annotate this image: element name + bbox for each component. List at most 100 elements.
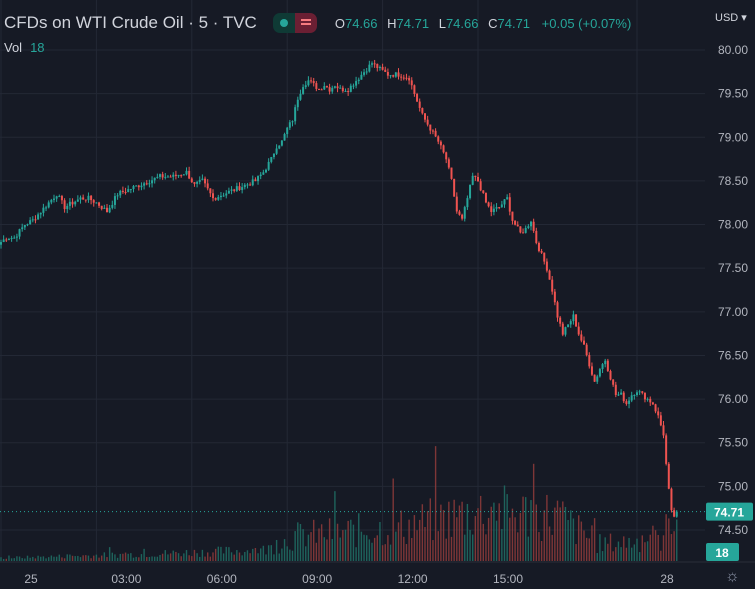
volume-bar (122, 553, 124, 561)
volume-bar (236, 550, 238, 561)
volume-bar (601, 551, 604, 561)
time-axis[interactable]: 25 03:00 06:00 09:00 12:00 15:00 28 (24, 572, 674, 586)
candle-body (604, 360, 607, 365)
candle-body (336, 86, 339, 89)
price-tick-label: 74.50 (718, 523, 748, 537)
volume-bar (604, 537, 606, 561)
candle-body (127, 189, 130, 193)
candle-body (214, 198, 217, 200)
volume-bar (326, 539, 328, 561)
candle-body (222, 195, 225, 197)
volume-bar (368, 539, 371, 561)
volume-bar (490, 506, 492, 561)
volume-bar (355, 547, 357, 561)
volume-bar (79, 557, 82, 561)
volume-bar (540, 540, 543, 561)
candle-body (39, 212, 42, 215)
volume-bar (45, 558, 47, 561)
volume-bar (395, 531, 397, 561)
candle-body (161, 174, 164, 178)
volume-bar (318, 528, 320, 561)
volume-bar (53, 556, 55, 561)
buy-sell-toggle[interactable] (272, 13, 317, 33)
candle-body (283, 134, 286, 141)
volume-bar (66, 554, 68, 561)
candle-body (164, 176, 167, 178)
volume-bar (376, 535, 378, 561)
candle-body (26, 224, 29, 226)
volume-bar (360, 531, 363, 561)
volume-bar (199, 556, 201, 561)
chart-grid (0, 0, 755, 563)
volume-bar (230, 552, 233, 561)
candle-body (135, 185, 138, 187)
candle-body (371, 63, 373, 65)
close-value: 74.71 (497, 15, 531, 31)
candle-body (519, 226, 522, 233)
candle-body (410, 80, 413, 86)
volume-bar (310, 532, 312, 561)
volume-bar (371, 542, 373, 561)
ohlc-readout: O74.66 H74.71 L74.66 C74.71 +0.05 (+0.07… (335, 16, 631, 31)
candle-body (246, 184, 249, 186)
candle-body (209, 188, 212, 194)
volume-bar (18, 556, 21, 561)
candle-body (196, 181, 199, 184)
volume-bar (29, 557, 31, 561)
candle-body (363, 72, 366, 75)
volume-bar (98, 557, 100, 561)
candle-body (169, 176, 172, 178)
candle-body (190, 178, 193, 183)
currency-selector[interactable]: USD ▾ (715, 12, 747, 24)
volume-bar (265, 554, 267, 561)
volume-bar (479, 495, 482, 561)
volume-bar (416, 530, 418, 561)
candle-body (55, 196, 58, 199)
volume-bar (572, 518, 575, 561)
volume-bar (191, 556, 193, 561)
symbol-title[interactable]: CFDs on WTI Crude Oil · 5 · TVC (4, 13, 257, 32)
candle-body (389, 75, 392, 77)
price-tick-label: 79.50 (718, 87, 748, 101)
candle-body (82, 197, 85, 200)
candle-body (498, 207, 501, 209)
volume-bar (617, 541, 620, 561)
candle-body (530, 221, 532, 227)
candle-body (79, 197, 82, 200)
candle-body (111, 204, 114, 208)
candle-body (151, 180, 154, 184)
candle-body (137, 185, 140, 188)
buy-dot-icon[interactable] (272, 13, 295, 33)
price-axis[interactable]: 80.00 79.50 79.00 78.50 78.00 77.50 77.00 76.50… (706, 43, 753, 561)
sell-menu-icon[interactable] (294, 13, 317, 33)
volume-bar (16, 556, 18, 561)
candle-body (567, 324, 570, 328)
volume-bar (389, 544, 392, 561)
candle-body (188, 170, 191, 179)
volume-bar (387, 535, 389, 561)
candle-body (140, 185, 143, 188)
volume-bar (257, 553, 259, 561)
volume-bar (450, 536, 453, 561)
volume-bar (662, 535, 665, 561)
settings-gear-icon[interactable]: ☼ (725, 568, 740, 585)
candle-body (310, 80, 313, 82)
volume-bar (503, 485, 506, 561)
volume-bar (397, 522, 400, 561)
candle-body (617, 394, 620, 396)
candle-body (577, 326, 580, 335)
candle-body (662, 425, 665, 436)
candle-body (556, 302, 559, 318)
candle-body (267, 161, 270, 170)
candle-body (302, 87, 305, 94)
volume-legend[interactable]: Vol 18 (4, 40, 45, 55)
time-tick-label: 25 (24, 572, 38, 586)
candle-body (376, 63, 379, 69)
candle-body (344, 91, 347, 93)
high-label: H (387, 15, 397, 31)
high-value: 74.71 (396, 15, 430, 31)
price-tick-label: 77.50 (718, 261, 748, 275)
candle-body (323, 86, 326, 90)
volume-bar (628, 537, 630, 561)
